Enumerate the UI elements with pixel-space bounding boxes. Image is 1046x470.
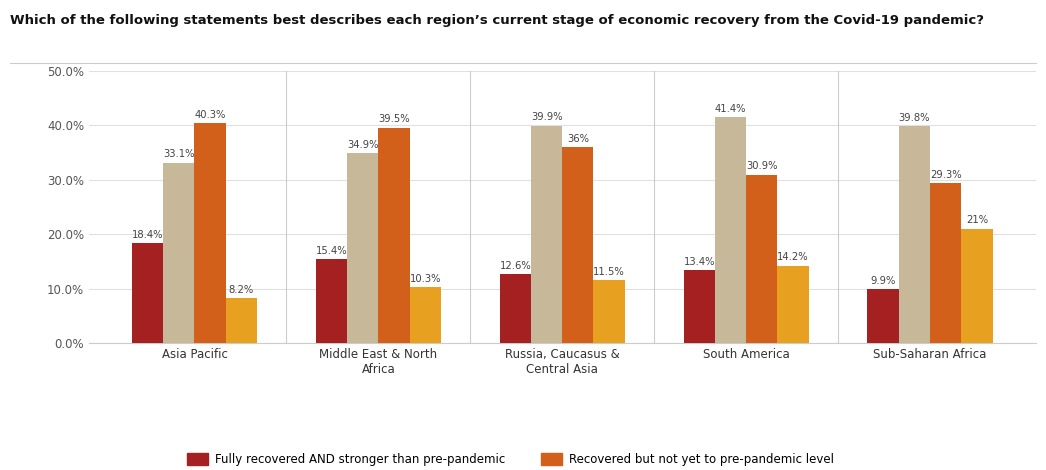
Text: 30.9%: 30.9% <box>746 161 777 172</box>
Text: 39.9%: 39.9% <box>530 112 563 122</box>
Text: 10.3%: 10.3% <box>409 274 441 284</box>
Text: 33.1%: 33.1% <box>163 149 195 159</box>
Text: 14.2%: 14.2% <box>777 252 809 262</box>
Bar <box>961 228 993 343</box>
Bar <box>132 243 163 343</box>
Bar <box>777 266 809 343</box>
Bar <box>316 259 347 343</box>
Text: 13.4%: 13.4% <box>683 257 715 267</box>
Text: 9.9%: 9.9% <box>870 276 895 286</box>
Bar <box>593 281 624 343</box>
Bar <box>867 289 899 343</box>
Bar <box>899 126 930 343</box>
Bar <box>500 274 531 343</box>
Bar <box>563 147 593 343</box>
Text: 34.9%: 34.9% <box>347 140 379 149</box>
Bar <box>746 175 777 343</box>
Text: 29.3%: 29.3% <box>930 170 961 180</box>
Text: 39.5%: 39.5% <box>379 115 410 125</box>
Text: 40.3%: 40.3% <box>195 110 226 120</box>
Text: 15.4%: 15.4% <box>316 246 347 256</box>
Text: 11.5%: 11.5% <box>593 267 626 277</box>
Text: Which of the following statements best describes each region’s current stage of : Which of the following statements best d… <box>10 14 984 27</box>
Bar <box>410 287 440 343</box>
Bar <box>163 163 195 343</box>
Bar <box>531 125 563 343</box>
Text: 39.8%: 39.8% <box>899 113 930 123</box>
Text: 18.4%: 18.4% <box>132 229 163 240</box>
Text: 36%: 36% <box>567 133 589 143</box>
Bar <box>930 183 961 343</box>
Text: 12.6%: 12.6% <box>499 261 531 271</box>
Bar <box>226 298 257 343</box>
Bar <box>714 118 746 343</box>
Text: 21%: 21% <box>965 215 987 225</box>
Bar <box>379 128 410 343</box>
Text: 41.4%: 41.4% <box>714 104 746 114</box>
Legend: Fully recovered AND stronger than pre-pandemic, Economy is still hindered by the: Fully recovered AND stronger than pre-pa… <box>186 453 938 470</box>
Bar <box>684 270 714 343</box>
Bar <box>195 124 226 343</box>
Text: 8.2%: 8.2% <box>229 285 254 295</box>
Bar <box>347 153 379 343</box>
